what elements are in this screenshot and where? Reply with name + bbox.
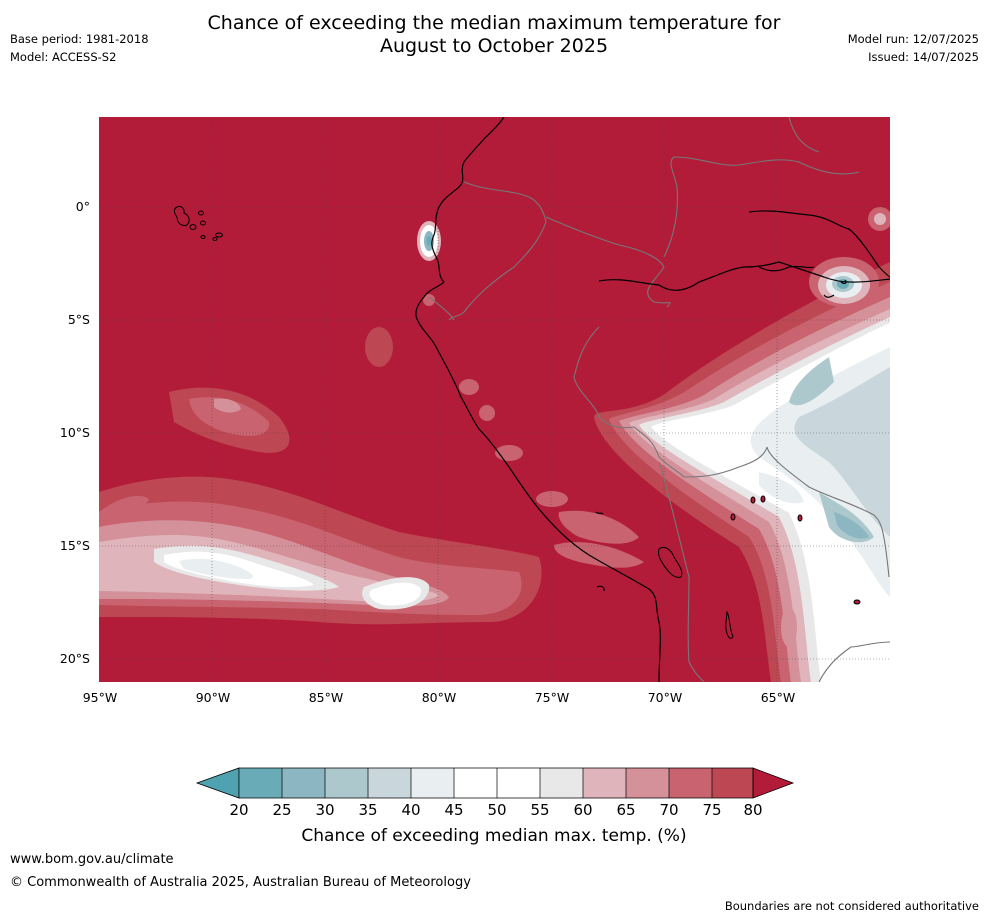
issued-text: Issued: 14/07/2025 [868,50,979,64]
colorbar-bin-40 [411,768,454,798]
colorbar [195,767,795,799]
colorbar-tick-20: 20 [229,801,249,819]
colorbar-tick-65: 65 [616,801,636,819]
footer-note: Boundaries are not considered authoritat… [724,899,979,913]
amazon-mouth-spot [809,257,879,307]
map-title: Chance of exceeding the median maximum t… [0,12,988,58]
colorbar-bin-65 [626,768,669,798]
title-line-1: Chance of exceeding the median maximum t… [207,12,781,34]
colorbar-tick-25: 25 [272,801,292,819]
colorbar-bin-50 [497,768,540,798]
eastern-interior-region [594,262,890,682]
colorbar-tick-70: 70 [659,801,679,819]
meta-left: Base period: 1981-2018 Model: ACCESS-S2 [10,30,149,66]
colorbar-over-arrow [752,767,795,799]
title-line-2: August to October 2025 [379,35,609,57]
meta-right: Model run: 12/07/2025 Issued: 14/07/2025 [848,30,979,66]
colorbar-bin-70 [669,768,712,798]
footer-url: www.bom.gov.au/climate [10,852,174,867]
lat-label-20s: 20°S [59,651,90,666]
lon-label-65w: 65°W [760,690,796,705]
colorbar-tick-50: 50 [487,801,507,819]
lon-label-85w: 85°W [308,690,344,705]
colorbar-bin-45 [454,768,497,798]
coastlines [415,117,890,682]
lat-label-5s: 5°S [67,312,90,327]
colorbar-bin-55 [540,768,583,798]
lon-label-70w: 70°W [647,690,683,705]
graticule [99,117,890,682]
colorbar-tick-75: 75 [702,801,722,819]
footer-copyright: © Commonwealth of Australia 2025, Austra… [10,875,471,890]
lon-label-95w: 95°W [82,690,118,705]
base-period-text: Base period: 1981-2018 [10,32,149,46]
colorbar-tick-30: 30 [315,801,335,819]
colorbar-tick-80: 80 [743,801,763,819]
southwest-ocean-band [99,387,542,625]
lat-label-10s: 10°S [59,425,90,440]
colorbar-under-arrow [195,767,240,799]
ecuador-coast-spot [417,221,441,261]
colorbar-tick-45: 45 [444,801,464,819]
colorbar-bin-20 [239,768,282,798]
colorbar-bin-30 [325,768,368,798]
colorbar-title: Chance of exceeding median max. temp. (%… [301,826,687,846]
galapagos-islands [173,206,223,241]
probability-map [99,117,890,682]
model-run-text: Model run: 12/07/2025 [847,32,979,46]
lon-label-80w: 80°W [421,690,457,705]
lat-label-15s: 15°S [59,538,90,553]
colorbar-bin-25 [282,768,325,798]
lakes [658,495,861,639]
offshore-patches [365,294,797,647]
colorbar-bin-35 [368,768,411,798]
lon-label-90w: 90°W [195,690,231,705]
colorbar-tick-40: 40 [401,801,421,819]
colorbar-tick-60: 60 [573,801,593,819]
colorbar-tick-55: 55 [530,801,550,819]
country-borders [428,117,890,682]
lat-label-0: 0° [75,199,90,214]
colorbar-bin-60 [583,768,626,798]
colorbar-tick-35: 35 [358,801,378,819]
model-text: Model: ACCESS-S2 [10,50,117,64]
colorbar-bin-75 [712,768,753,798]
lon-label-75w: 75°W [534,690,570,705]
